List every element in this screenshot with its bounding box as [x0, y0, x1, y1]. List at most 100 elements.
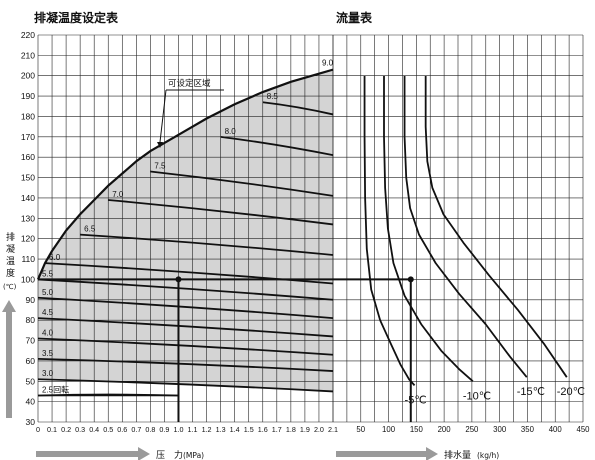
right-x-tick-label: 200	[438, 425, 452, 434]
region-label-pointer	[159, 89, 167, 143]
setting-line	[37, 378, 334, 393]
left-y-tick-label: 190	[21, 91, 35, 101]
setting-line	[37, 337, 334, 356]
setting-line-label: 2.5回転	[42, 386, 69, 395]
setting-line-label: 7.0	[112, 190, 124, 199]
left-y-tick-label: 170	[21, 132, 35, 142]
setting-line-label: 4.5	[42, 308, 54, 317]
left-x-tick-label: 1.3	[216, 425, 226, 434]
left-x-tick-label: 1.1	[188, 425, 198, 434]
setting-line-label: 7.5	[154, 161, 166, 170]
feasible-region	[38, 69, 333, 392]
reference-lines	[38, 276, 414, 422]
left-chart-title: 排凝温度设定表	[34, 10, 119, 25]
left-x-tick-label: 0.5	[103, 425, 113, 434]
peak-label: 9.0	[322, 59, 334, 68]
left-y-tick-label: 120	[21, 234, 35, 244]
left-y-tick-label: 50	[26, 376, 36, 386]
region-label-arrowhead-icon	[157, 142, 163, 148]
reference-point-left	[175, 276, 182, 283]
y-label-char-1: 排	[6, 231, 15, 243]
right-x-tick-label: 300	[493, 425, 507, 434]
left-x-tick-label: 0.2	[61, 425, 71, 434]
flow-axis-arrow-icon	[336, 447, 438, 460]
left-chart-marks: 2.5回転 3.0 3.5 4.0 4.5 5.0 5.5 6.0 6.5 7.0 7.5 8.0 8.…	[36, 59, 334, 397]
left-x-axis-label: 压 力	[156, 449, 183, 460]
left-y-tick-label: 40	[26, 397, 36, 407]
right-chart-title: 流量表	[336, 10, 373, 25]
setting-line	[37, 317, 334, 338]
left-x-axis-unit: (MPa)	[183, 451, 204, 460]
boundary-curve	[36, 68, 334, 280]
right-x-tick-label: 250	[465, 425, 479, 434]
left-chart-grid: 30 40 50 60 70 80 90 100 110 120 130 140 150 160 170 18…	[21, 30, 338, 434]
setting-line-label: 8.0	[225, 127, 237, 136]
left-y-tick-label: 100	[21, 274, 35, 284]
right-x-axis-unit: (kg/h)	[477, 451, 499, 460]
right-chart-grid: 50 100 150 200 250 300 350 400 450	[332, 34, 590, 434]
right-x-tick-label: 400	[549, 425, 563, 434]
right-x-tick-label: 450	[576, 425, 590, 434]
left-y-tick-label: 210	[21, 50, 35, 60]
reference-point-right	[407, 276, 414, 283]
setting-line	[262, 101, 334, 116]
flow-curve	[403, 75, 528, 378]
setting-line	[220, 135, 334, 157]
y-label-char-2: 凝	[6, 244, 15, 255]
left-x-tick-label: 0.9	[159, 425, 169, 434]
left-y-tick-label: 90	[26, 295, 36, 305]
setting-line	[44, 262, 334, 285]
flow-curve-label: -5℃	[405, 394, 427, 406]
right-x-tick-label: 50	[356, 425, 365, 434]
left-x-tick-label: 2.0	[314, 425, 324, 434]
left-y-axis-label: 排 凝 温 度 (℃)	[3, 231, 17, 291]
setting-line-label: 3.0	[42, 369, 54, 378]
right-x-axis-label: 排水量	[444, 449, 471, 460]
setting-line-label: 5.5	[42, 269, 54, 278]
left-y-tick-label: 200	[21, 71, 35, 81]
right-chart-marks: -5℃ -10℃ -15℃ -20℃	[363, 75, 585, 406]
left-x-tick-label: 1.0	[173, 425, 183, 434]
setting-line-label: 6.0	[49, 253, 61, 262]
left-x-tick-label: 1.6	[258, 425, 268, 434]
setting-line-label: 8.5	[267, 92, 279, 101]
setting-line-label: 6.5	[84, 225, 96, 234]
left-x-tick-label: 0.1	[47, 425, 57, 434]
left-x-tick-label: 1.4	[230, 425, 240, 434]
flow-curve	[424, 75, 568, 378]
setting-line	[37, 278, 334, 301]
left-y-tick-label: 130	[21, 213, 35, 223]
y-label-unit: (℃)	[3, 283, 17, 291]
y-label-char-3: 温	[6, 256, 15, 267]
left-x-tick-label: 0.4	[89, 425, 99, 434]
region-label: 可设定区域	[168, 78, 211, 88]
left-x-tick-label: 1.5	[244, 425, 254, 434]
left-y-tick-label: 30	[26, 417, 36, 427]
left-x-tick-label: 0.3	[75, 425, 85, 434]
left-x-tick-label: 1.7	[272, 425, 282, 434]
left-x-tick-label: 2.1	[328, 425, 338, 434]
left-x-tick-label: 0.6	[117, 425, 127, 434]
setting-line-label: 5.0	[42, 288, 54, 297]
left-y-tick-label: 220	[21, 30, 35, 40]
left-y-tick-label: 110	[21, 254, 35, 264]
setting-line-label: 3.5	[42, 349, 54, 358]
left-x-tick-label: 1.9	[300, 425, 310, 434]
flow-curve-label: -20℃	[557, 386, 585, 398]
x-axis-arrow-icon	[36, 447, 150, 460]
left-x-tick-label: 0	[36, 425, 40, 434]
left-x-tick-label: 0.7	[131, 425, 141, 434]
chart-labels	[157, 89, 224, 148]
left-y-tick-label: 180	[21, 111, 35, 121]
flow-curve	[383, 75, 474, 382]
y-axis-arrow-icon	[2, 300, 16, 418]
setting-line	[37, 357, 334, 372]
y-label-char-4: 度	[6, 267, 15, 279]
flow-curve	[363, 75, 416, 386]
left-y-tick-label: 70	[26, 336, 36, 346]
left-y-tick-label: 80	[26, 315, 36, 325]
left-y-tick-label: 150	[21, 173, 35, 183]
right-x-tick-label: 350	[521, 425, 535, 434]
flow-curve-label: -15℃	[517, 386, 545, 398]
